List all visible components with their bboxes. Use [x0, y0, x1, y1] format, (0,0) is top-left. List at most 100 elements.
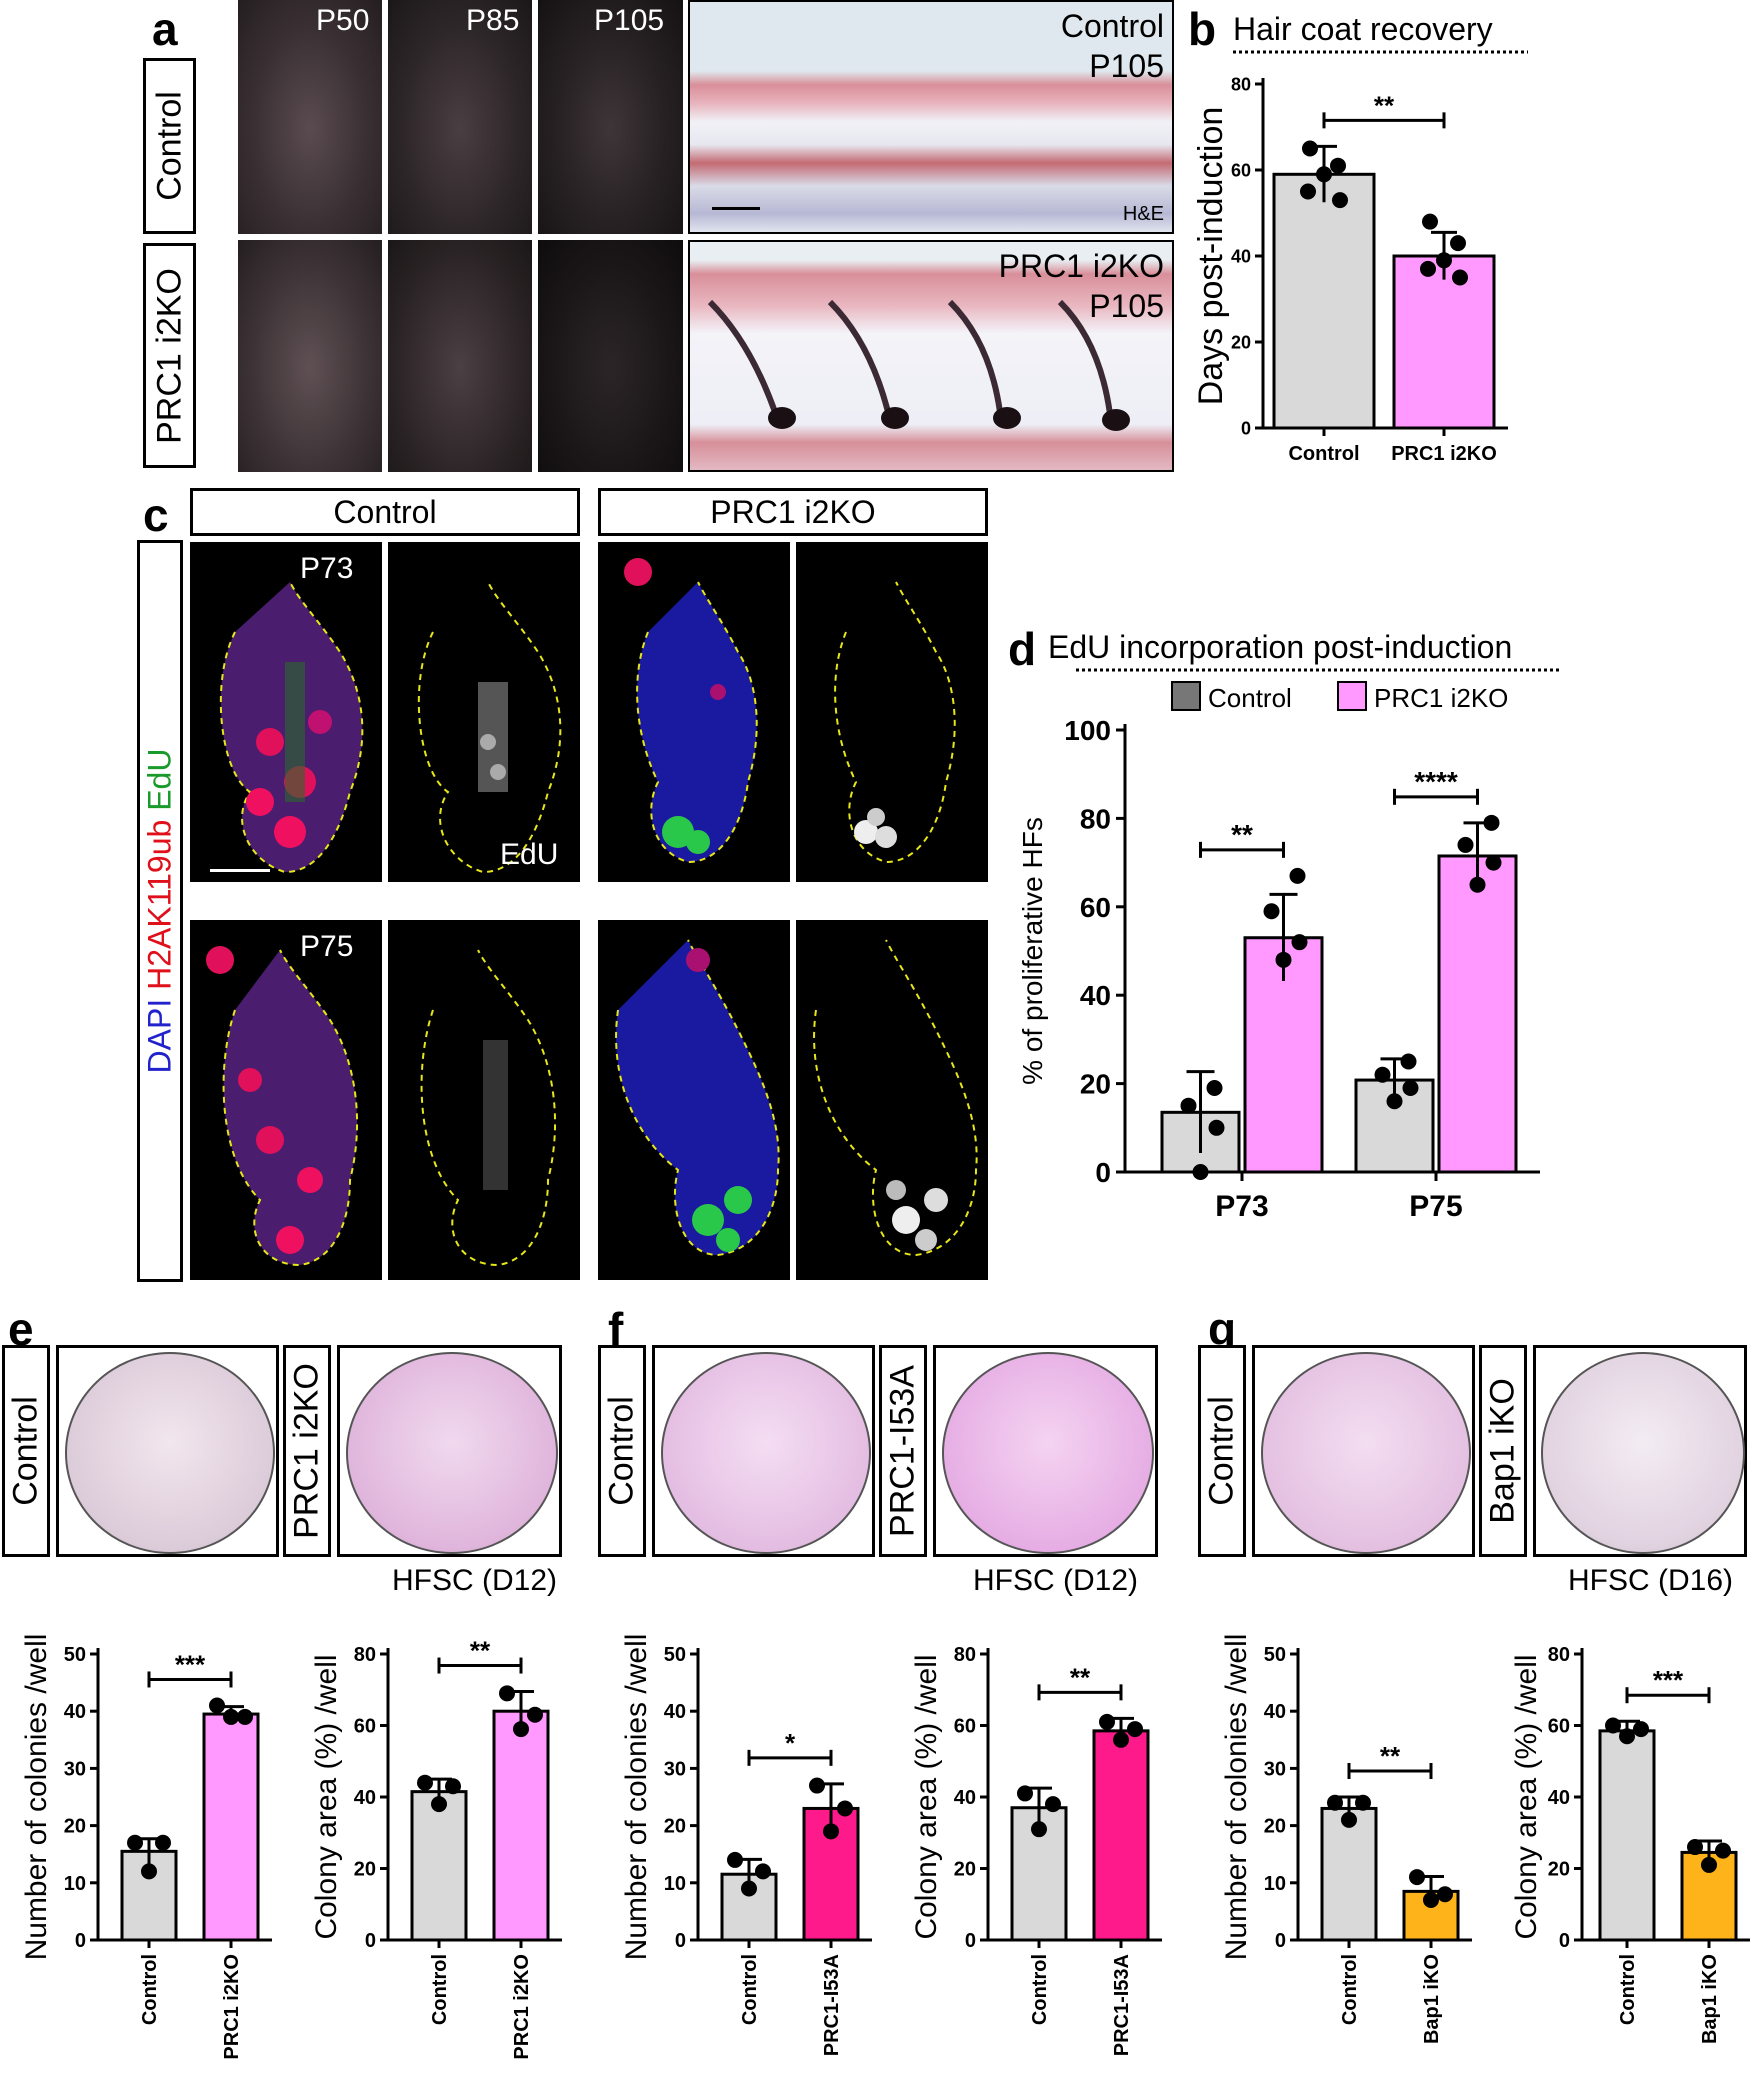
y-tick-label: 30: [664, 1758, 686, 1780]
chart-f1: 0 10 20 30 40 50 Number of colonies /well Contr…: [620, 1634, 872, 2056]
y-tick-label: 40: [954, 1787, 976, 1809]
data-point: [1605, 1717, 1621, 1734]
well-e-ko: [337, 1345, 562, 1557]
significance-label: **: [1374, 90, 1395, 120]
y-axis-label: Colony area (%) /well: [1510, 1654, 1543, 1939]
data-point: [1017, 1785, 1033, 1802]
significance-label: ***: [1653, 1665, 1684, 1695]
histology-control-age: P105: [1089, 48, 1164, 84]
mouse-photo-ko-p85: [388, 240, 532, 472]
category-label: Bap1 iKO: [1421, 1954, 1443, 2044]
y-tick-label: 10: [64, 1873, 86, 1895]
category-label: Control: [1339, 1954, 1361, 2025]
chart-d: EdU incorporation post-induction Control P…: [1017, 629, 1560, 1223]
y-tick-label: 60: [1080, 892, 1111, 923]
y-tick-label: 80: [354, 1644, 376, 1666]
y-tick-label: 80: [1080, 803, 1111, 834]
significance-label: ***: [175, 1649, 206, 1679]
bar: [1437, 854, 1518, 1174]
row-label-ko-box: PRC1 i2KO: [143, 243, 196, 468]
data-point: [1409, 1869, 1425, 1886]
data-point: [1327, 1794, 1343, 1811]
y-tick-label: 20: [64, 1816, 86, 1838]
data-point: [1330, 157, 1346, 174]
mouse-photo-control-p85: [388, 0, 532, 234]
micro-ko-p75-merge: [598, 920, 790, 1280]
y-tick-label: 40: [1264, 1701, 1286, 1723]
y-tick-label: 80: [1548, 1644, 1570, 1666]
y-tick-label: 20: [1231, 332, 1251, 352]
data-point: [1031, 1821, 1047, 1838]
data-point: [1192, 1164, 1209, 1180]
mouse-photo-ko-p50: [238, 240, 382, 472]
legend-swatch-ko: [1337, 681, 1367, 711]
y-tick-label: 20: [354, 1859, 376, 1881]
significance-label: **: [1070, 1662, 1091, 1692]
data-point: [1701, 1856, 1717, 1873]
data-point: [1400, 1053, 1417, 1070]
row-label-ko: PRC1 i2KO: [150, 267, 188, 444]
y-axis-label: Number of colonies /well: [620, 1634, 653, 1961]
legend-swatch-control: [1171, 681, 1201, 711]
y-tick-label: 60: [954, 1716, 976, 1738]
significance-label: **: [1231, 819, 1253, 850]
data-point: [1275, 951, 1292, 968]
histology-ko-age: P105: [1089, 288, 1164, 324]
y-tick-label: 30: [1264, 1758, 1286, 1780]
data-point: [431, 1796, 447, 1813]
y-tick-label: 20: [1548, 1859, 1570, 1881]
data-point: [155, 1834, 171, 1851]
histology-control: Control P105 H&E: [688, 0, 1174, 234]
data-point: [1485, 854, 1502, 871]
data-point: [1206, 1080, 1223, 1097]
data-point: [527, 1706, 543, 1723]
data-point: [1687, 1839, 1703, 1856]
histology-ko-title: PRC1 i2KO: [998, 248, 1164, 284]
chart-e2: 0 20 40 60 80 Colony area (%) /well Control PRC…: [310, 1636, 562, 2060]
y-axis-label: Colony area (%) /well: [310, 1654, 343, 1939]
caption-f: HFSC (D12): [973, 1564, 1139, 1597]
data-point: [1113, 1731, 1129, 1748]
y-tick-label: 40: [1080, 980, 1111, 1011]
panel-f-letter: f: [608, 1303, 624, 1355]
micro-ko-p73-merge: [598, 542, 790, 882]
legend-label-ko: PRC1 i2KO: [1374, 683, 1508, 713]
y-tick-label: 0: [675, 1930, 686, 1952]
data-point: [1291, 934, 1308, 951]
stain-side-label: DAPI H2AK119ub EdU: [141, 748, 178, 1074]
data-point: [1374, 1066, 1391, 1083]
data-point: [1437, 1886, 1453, 1903]
group-label: P73: [1215, 1190, 1268, 1223]
chart-f2: 0 20 40 60 80 Colony area (%) /well Control PRC…: [910, 1644, 1162, 2056]
y-tick-label: 40: [664, 1701, 686, 1723]
y-tick-label: 20: [1264, 1816, 1286, 1838]
timepoint-p105: P105: [594, 4, 665, 37]
y-tick-label: 0: [1275, 1930, 1286, 1952]
data-point: [223, 1708, 239, 1725]
panel-d-letter: d: [1008, 623, 1037, 675]
category-label: PRC1 i2KO: [511, 1954, 533, 2060]
data-point: [1619, 1728, 1635, 1745]
data-point: [1386, 1093, 1403, 1110]
data-point: [1180, 1097, 1197, 1114]
panel-b-letter: b: [1188, 3, 1217, 55]
category-label: Control: [139, 1954, 161, 2025]
data-point: [445, 1778, 461, 1795]
y-tick-label: 40: [64, 1701, 86, 1723]
well-label-f-control: Control: [598, 1345, 646, 1557]
data-point: [1127, 1721, 1143, 1738]
y-tick-label: 80: [1231, 74, 1251, 94]
y-tick-label: 0: [365, 1930, 376, 1952]
data-point: [1316, 166, 1332, 183]
y-tick-label: 20: [664, 1816, 686, 1838]
timepoint-p50: P50: [316, 4, 370, 37]
data-point: [1423, 1891, 1439, 1908]
data-point: [755, 1863, 771, 1880]
data-point: [741, 1880, 757, 1897]
bar: [492, 1709, 550, 1942]
data-point: [209, 1697, 225, 1714]
timepoint-p85: P85: [466, 4, 520, 37]
bar: [1392, 254, 1496, 430]
data-point: [1099, 1713, 1115, 1730]
